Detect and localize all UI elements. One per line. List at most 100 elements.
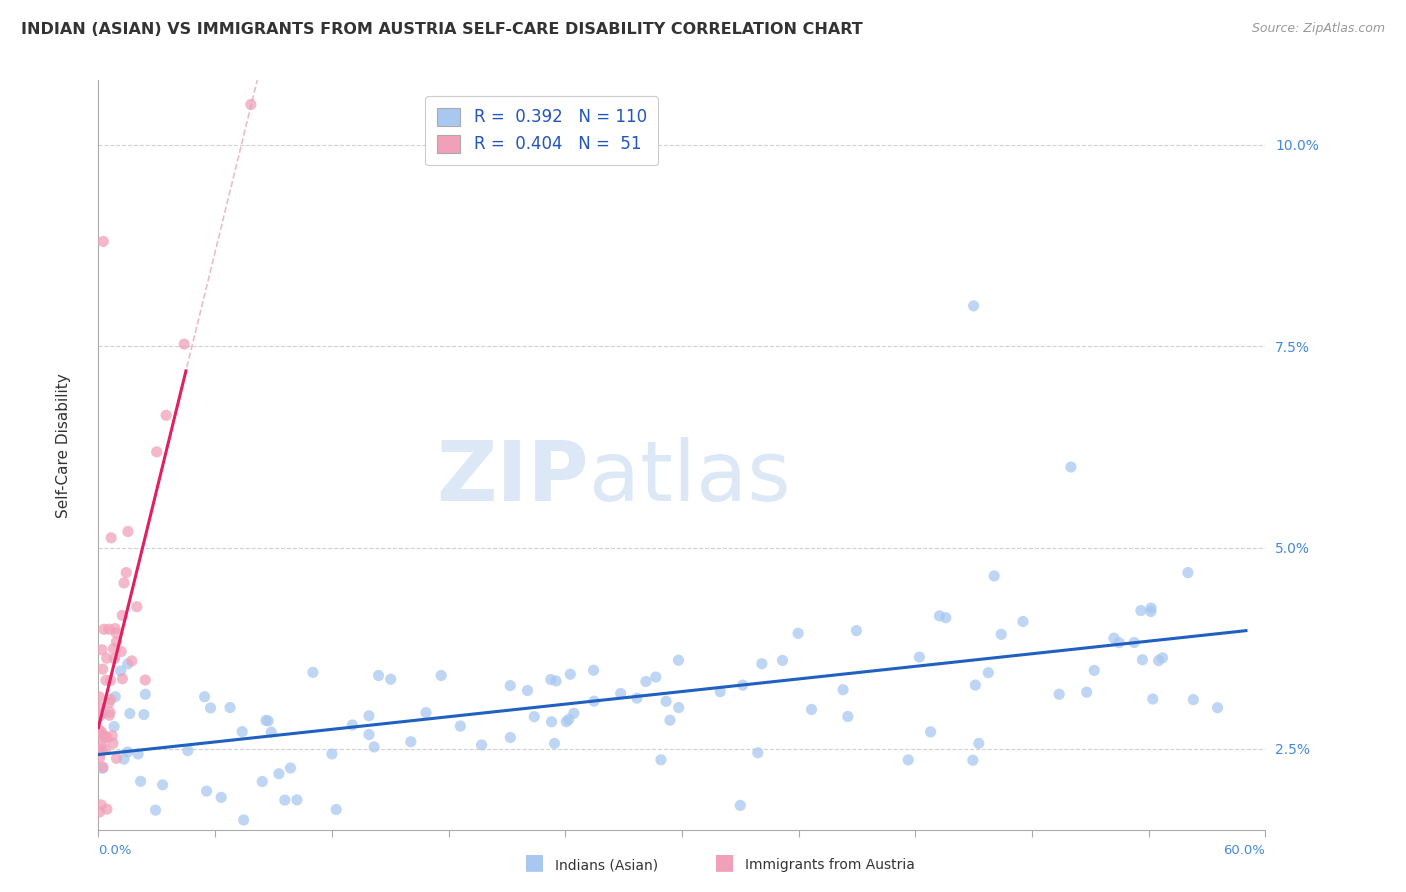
Point — [751, 657, 773, 671]
Point — [357, 727, 380, 741]
Text: ■: ■ — [524, 853, 544, 872]
Point — [118, 706, 141, 721]
Point — [231, 724, 253, 739]
Text: INDIAN (ASIAN) VS IMMIGRANTS FROM AUSTRIA SELF-CARE DISABILITY CORRELATION CHART: INDIAN (ASIAN) VS IMMIGRANTS FROM AUSTRI… — [21, 22, 863, 37]
Point — [145, 445, 167, 459]
Point — [274, 793, 297, 807]
Point — [91, 662, 114, 676]
Point — [962, 753, 984, 767]
Point — [321, 747, 343, 761]
Point — [91, 235, 114, 249]
Point — [89, 710, 111, 724]
Point — [928, 608, 950, 623]
Point — [125, 599, 148, 614]
Point — [1076, 685, 1098, 699]
Point — [977, 665, 1000, 680]
Point — [94, 673, 117, 688]
Point — [91, 706, 114, 721]
Text: ZIP: ZIP — [436, 437, 589, 518]
Point — [91, 642, 114, 657]
Point — [747, 746, 769, 760]
Point — [540, 714, 562, 729]
Point — [89, 690, 111, 704]
Point — [1047, 687, 1070, 701]
Point — [155, 409, 177, 423]
Point — [609, 686, 631, 700]
Point — [626, 691, 648, 706]
Point — [544, 673, 567, 688]
Point — [96, 731, 118, 745]
Point — [93, 731, 115, 745]
Point — [363, 739, 385, 754]
Point — [94, 742, 117, 756]
Point — [967, 736, 990, 750]
Point — [129, 774, 152, 789]
Point — [100, 673, 122, 688]
Point — [98, 708, 121, 723]
Point — [1140, 601, 1163, 615]
Point — [516, 683, 538, 698]
Text: Source: ZipAtlas.com: Source: ZipAtlas.com — [1251, 22, 1385, 36]
Point — [252, 774, 274, 789]
Point — [837, 709, 859, 723]
Point — [1083, 664, 1105, 678]
Point — [117, 745, 139, 759]
Point — [342, 718, 364, 732]
Point — [1108, 635, 1130, 649]
Point — [357, 708, 380, 723]
Point — [965, 678, 987, 692]
Point — [655, 694, 678, 708]
Point — [89, 723, 111, 738]
Point — [897, 753, 920, 767]
Point — [110, 664, 132, 678]
Point — [98, 705, 121, 719]
Point — [367, 668, 389, 682]
Point — [1142, 692, 1164, 706]
Point — [499, 679, 522, 693]
Text: 60.0%: 60.0% — [1223, 844, 1265, 857]
Point — [200, 701, 222, 715]
Point — [105, 635, 128, 649]
Point — [100, 531, 122, 545]
Point — [219, 700, 242, 714]
Point — [1123, 635, 1146, 649]
Point — [93, 622, 115, 636]
Point — [115, 566, 138, 580]
Point — [499, 731, 522, 745]
Point — [659, 713, 682, 727]
Point — [415, 706, 437, 720]
Legend: R =  0.392   N = 110, R =  0.404   N =  51: R = 0.392 N = 110, R = 0.404 N = 51 — [425, 96, 658, 165]
Point — [325, 802, 347, 816]
Point — [132, 707, 155, 722]
Point — [91, 744, 114, 758]
Point — [908, 650, 931, 665]
Point — [644, 670, 666, 684]
Point — [560, 667, 582, 681]
Point — [709, 684, 731, 698]
Point — [91, 761, 114, 775]
Point — [173, 337, 195, 351]
Point — [543, 736, 565, 750]
Point — [1152, 650, 1174, 665]
Point — [800, 702, 823, 716]
Point — [96, 651, 118, 665]
Point — [730, 798, 752, 813]
Point — [209, 790, 232, 805]
Point — [285, 793, 308, 807]
Point — [100, 692, 122, 706]
Point — [935, 611, 957, 625]
Point — [260, 725, 283, 739]
Point — [104, 622, 127, 636]
Point — [1132, 653, 1154, 667]
Point — [90, 725, 112, 739]
Point — [990, 627, 1012, 641]
Point — [105, 751, 128, 765]
Point — [1140, 605, 1163, 619]
Point — [731, 678, 754, 692]
Point — [89, 750, 111, 764]
Point — [302, 665, 325, 680]
Point — [89, 700, 111, 714]
Text: ■: ■ — [714, 853, 734, 872]
Point — [145, 803, 167, 817]
Text: Indians (Asian): Indians (Asian) — [555, 858, 658, 872]
